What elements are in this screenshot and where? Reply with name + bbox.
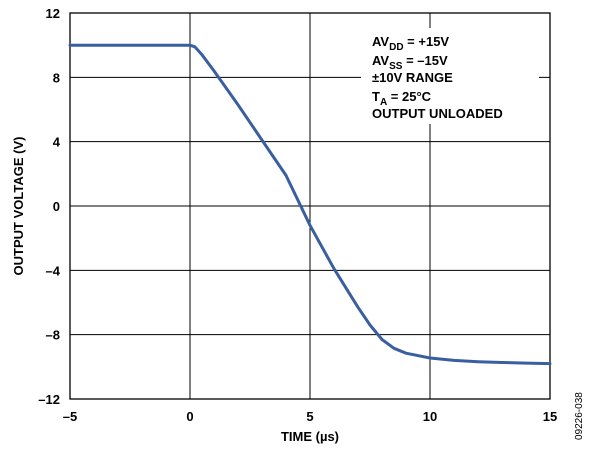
x-tick-label: 5 [306, 409, 313, 424]
y-axis-title: OUTPUT VOLTAGE (V) [11, 137, 26, 276]
annotation-range: ±10V RANGE [372, 70, 453, 85]
x-tick-label: –5 [63, 409, 77, 424]
y-tick-label: –4 [46, 263, 61, 278]
y-tick-label: 0 [53, 199, 60, 214]
x-tick-label: 15 [543, 409, 557, 424]
x-tick-label: 0 [186, 409, 193, 424]
y-tick-label: –12 [38, 392, 60, 407]
x-axis-title: TIME (µs) [281, 429, 339, 444]
x-tick-label: 10 [423, 409, 437, 424]
y-tick-label: 4 [53, 135, 61, 150]
figure-id: 09226-038 [574, 392, 585, 440]
y-tick-label: 8 [53, 70, 60, 85]
y-tick-label: –8 [46, 328, 60, 343]
annotation-output-unloaded: OUTPUT UNLOADED [372, 106, 503, 121]
y-tick-label: 12 [46, 6, 60, 21]
annotation-box: AVDD = +15V AVSS = –15V ±10V RANGE TA = … [361, 28, 539, 124]
